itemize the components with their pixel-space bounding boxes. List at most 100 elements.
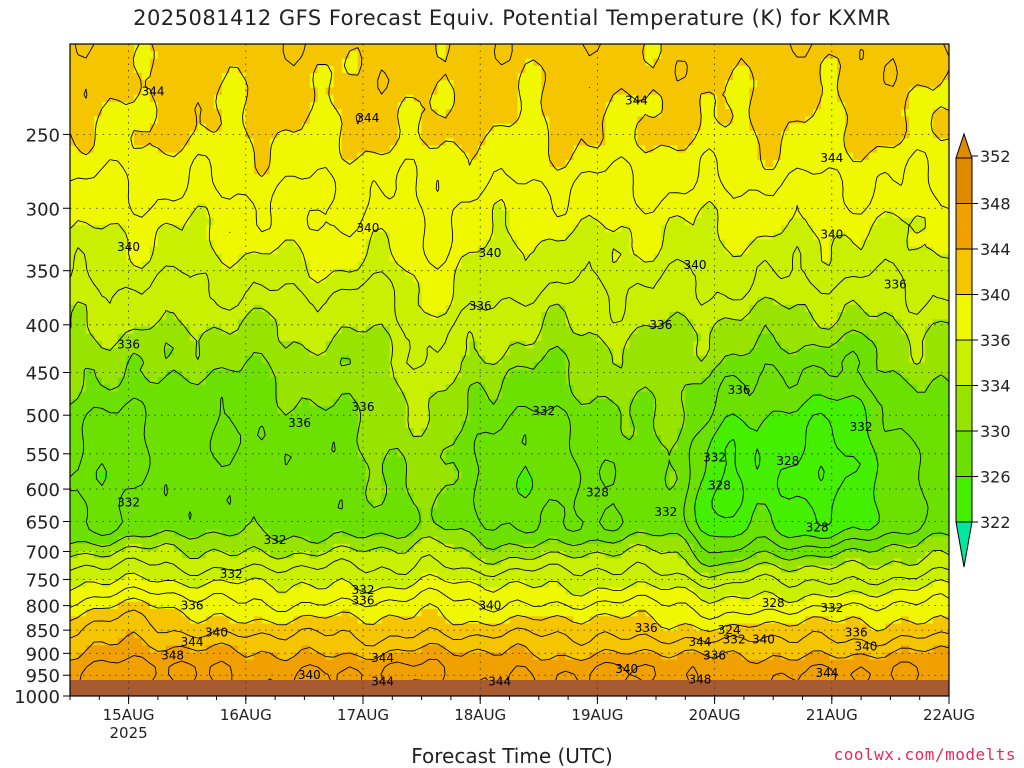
heatmap-cell — [245, 87, 255, 96]
heatmap-cell — [437, 167, 447, 175]
heatmap-cell — [141, 225, 151, 233]
heatmap-cell — [261, 130, 271, 139]
heatmap-cell — [93, 72, 103, 81]
heatmap-cell — [581, 116, 591, 125]
heatmap-cell — [821, 58, 830, 67]
heatmap-cell — [757, 130, 766, 139]
heatmap-cell — [933, 210, 942, 219]
heatmap-cell — [205, 210, 215, 219]
heatmap-cell — [173, 159, 183, 168]
heatmap-cell — [661, 44, 670, 52]
heatmap-cell — [517, 58, 527, 67]
heatmap-cell — [381, 348, 391, 357]
heatmap-cell — [685, 51, 694, 60]
heatmap-cell — [93, 254, 103, 262]
heatmap-cell — [901, 123, 910, 132]
heatmap-cell — [397, 225, 407, 233]
heatmap-cell — [373, 116, 383, 125]
heatmap-cell — [501, 304, 511, 313]
heatmap-cell — [749, 138, 758, 147]
heatmap-cell — [901, 326, 910, 335]
heatmap-cell — [341, 217, 351, 226]
heatmap-cell — [901, 268, 910, 277]
heatmap-cell — [509, 138, 519, 147]
heatmap-cell — [85, 123, 95, 132]
heatmap-cell — [277, 225, 287, 233]
heatmap-cell — [533, 181, 543, 190]
heatmap-cell — [413, 312, 423, 320]
heatmap-cell — [389, 109, 399, 118]
heatmap-cell — [589, 333, 598, 342]
heatmap-cell — [421, 232, 431, 241]
heatmap-cell — [509, 203, 519, 212]
heatmap-cell — [853, 326, 862, 335]
heatmap-cell — [501, 101, 511, 110]
heatmap-cell — [693, 188, 702, 197]
heatmap-cell — [125, 174, 135, 183]
heatmap-cell — [325, 44, 335, 52]
heatmap-cell — [197, 181, 207, 190]
heatmap-cell — [901, 159, 910, 168]
heatmap-cell — [221, 181, 231, 190]
heatmap-cell — [349, 246, 359, 255]
heatmap-cell — [405, 348, 415, 357]
heatmap-cell — [885, 174, 894, 183]
heatmap-cell — [597, 159, 606, 168]
heatmap-cell — [453, 94, 463, 103]
heatmap-cell — [237, 290, 247, 299]
heatmap-cell — [685, 145, 694, 154]
heatmap-cell — [349, 138, 359, 147]
heatmap-cell — [909, 341, 918, 349]
heatmap-cell — [765, 246, 774, 255]
heatmap-cell — [581, 312, 591, 320]
heatmap-cell — [853, 304, 862, 313]
heatmap-cell — [141, 348, 151, 357]
heatmap-cell — [293, 87, 303, 96]
heatmap-cell — [269, 174, 279, 183]
heatmap-cell — [893, 341, 902, 349]
heatmap-cell — [421, 341, 431, 349]
heatmap-cell — [757, 101, 766, 110]
heatmap-cell — [885, 80, 894, 89]
heatmap-cell — [517, 304, 527, 313]
heatmap-cell — [541, 225, 551, 233]
heatmap-cell — [677, 319, 686, 328]
heatmap-cell — [781, 275, 790, 284]
heatmap-cell — [693, 196, 702, 204]
heatmap-cell — [813, 341, 822, 349]
heatmap-cell — [133, 268, 143, 277]
heatmap-cell — [797, 312, 806, 320]
heatmap-cell — [469, 116, 479, 125]
heatmap-cell — [365, 145, 375, 154]
heatmap-cell — [597, 304, 606, 313]
heatmap-cell — [829, 94, 838, 103]
heatmap-cell — [709, 145, 718, 154]
heatmap-cell — [861, 145, 870, 154]
heatmap-cell — [381, 174, 391, 183]
heatmap-cell — [245, 362, 255, 371]
heatmap-cell — [517, 181, 527, 190]
heatmap-cell — [70, 210, 79, 219]
heatmap-cell — [77, 123, 87, 132]
heatmap-cell — [365, 275, 375, 284]
heatmap-cell — [269, 362, 279, 371]
heatmap-cell — [285, 109, 295, 118]
heatmap-cell — [757, 181, 766, 190]
heatmap-cell — [565, 362, 575, 371]
heatmap-cell — [685, 312, 694, 320]
heatmap-cell — [261, 109, 271, 118]
heatmap-cell — [685, 217, 694, 226]
heatmap-cell — [685, 152, 694, 161]
heatmap-cell — [189, 254, 199, 262]
heatmap-cell — [853, 297, 862, 306]
heatmap-cell — [421, 181, 431, 190]
heatmap-cell — [413, 188, 423, 197]
heatmap-cell — [421, 159, 431, 168]
heatmap-cell — [869, 268, 878, 277]
heatmap-cell — [517, 130, 527, 139]
heatmap-cell — [613, 348, 622, 357]
heatmap-cell — [557, 145, 567, 154]
heatmap-cell — [653, 101, 662, 110]
heatmap-cell — [485, 123, 495, 132]
heatmap-cell — [901, 51, 910, 60]
